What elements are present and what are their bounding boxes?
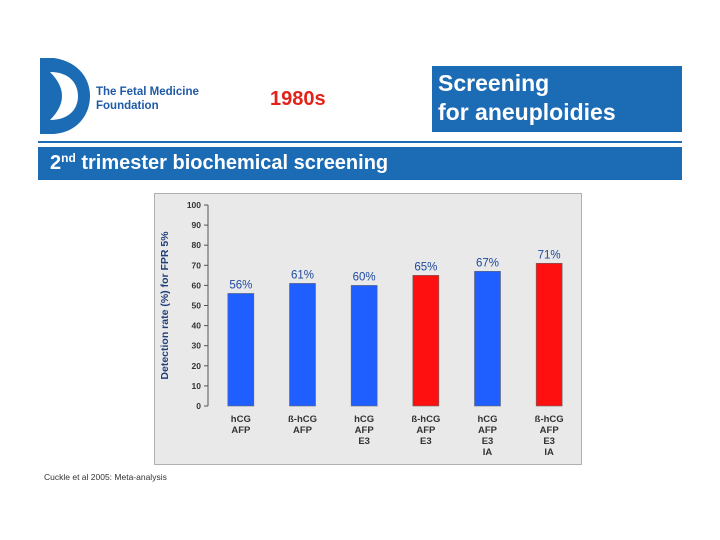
x-category-line: E3 (482, 436, 494, 447)
subtitle-prefix: 2 (50, 152, 62, 174)
bar-value-label: 56% (229, 279, 252, 291)
x-category-line: ß-hCG (535, 414, 564, 425)
y-tick-label: 30 (192, 341, 202, 351)
x-category-line: hCG (354, 414, 374, 425)
y-tick-label: 70 (192, 260, 202, 270)
bar (227, 293, 255, 407)
x-category-line: IA (483, 447, 493, 458)
org-name-line2: Foundation (96, 100, 159, 112)
x-category-line: hCG (231, 414, 251, 425)
x-category-line: AFP (478, 425, 498, 436)
slide-title-line1: Screening (438, 70, 550, 96)
y-tick-label: 0 (196, 401, 201, 411)
y-tick-label: 80 (192, 240, 202, 250)
bar (289, 283, 316, 407)
x-category-line: AFP (293, 425, 313, 436)
x-category-line: ß-hCG (411, 414, 440, 425)
bar (412, 275, 440, 407)
header-divider (38, 141, 682, 143)
x-category-label: ß-hCG AFP E3 IA (535, 414, 564, 458)
y-axis-title: Detection rate (%) for FPR 5% (159, 231, 171, 380)
slide-title: Screening for aneuploidies (432, 66, 682, 132)
subtitle-rest: trimester biochemical screening (75, 152, 389, 174)
bar-value-label: 61% (291, 269, 314, 281)
x-category-label: hCG AFP E3 (354, 414, 374, 447)
subtitle-superscript: nd (61, 151, 76, 165)
detection-rate-chart: 0 10 20 30 40 50 60 70 80 90 100 Detection rate (%)… (154, 193, 582, 465)
y-tick-label: 20 (192, 361, 202, 371)
x-category-line: ß-hCG (288, 414, 317, 425)
x-category-line: AFP (416, 425, 436, 436)
x-category-label: hCG AFP (231, 414, 251, 436)
bar (350, 285, 378, 407)
y-tick-label: 100 (187, 200, 201, 210)
bar-value-label: 71% (538, 249, 561, 261)
org-name-line1: The Fetal Medicine (96, 86, 199, 98)
y-tick-label: 10 (192, 381, 202, 391)
x-category-label: hCG AFP E3 IA (477, 414, 497, 458)
fmf-logo (40, 58, 90, 134)
citation: Cuckle et al 2005: Meta-analysis (44, 472, 167, 482)
x-category-line: IA (544, 447, 554, 458)
x-category-line: AFP (231, 425, 251, 436)
x-category-line: E3 (420, 436, 432, 447)
x-category-line: AFP (540, 425, 560, 436)
bar-value-label: 65% (414, 261, 437, 273)
bar (535, 262, 563, 407)
x-category-line: E3 (543, 436, 555, 447)
x-category-line: AFP (355, 425, 375, 436)
decade-label: 1980s (270, 88, 326, 110)
x-category-label: ß-hCG AFP (288, 414, 317, 436)
bar-value-label: 60% (353, 271, 376, 283)
y-tick-label: 40 (192, 321, 202, 331)
x-category-label: ß-hCG AFP E3 (411, 414, 440, 447)
slide-title-line2: for aneuploidies (438, 99, 616, 125)
slide-subtitle: 2nd trimester biochemical screening (38, 147, 682, 180)
org-name: The Fetal Medicine Foundation (96, 85, 199, 113)
y-tick-label: 60 (192, 280, 202, 290)
y-tick-label: 90 (192, 220, 202, 230)
bar-value-label: 67% (476, 257, 499, 269)
x-category-line: hCG (477, 414, 497, 425)
x-category-line: E3 (358, 436, 370, 447)
bar (474, 271, 501, 407)
y-tick-label: 50 (192, 301, 202, 311)
